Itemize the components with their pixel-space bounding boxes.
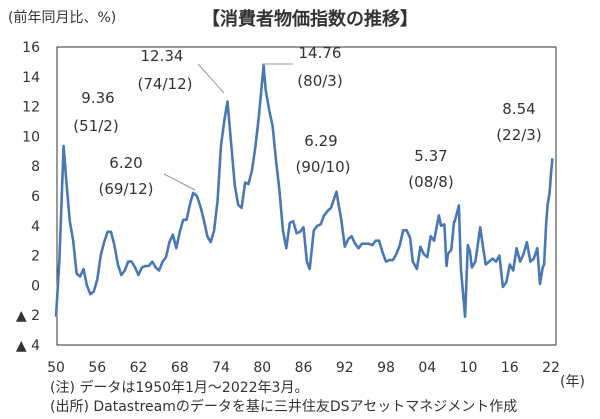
x-tick-label: 86: [295, 360, 313, 376]
annotation-date: (90/10): [296, 158, 351, 176]
leader-line: [197, 63, 225, 94]
x-axis: 50 56 62 68 74 80 86 92 98 04 10 16 22: [47, 360, 560, 376]
x-tick-label: 98: [377, 360, 395, 376]
annotation-value: 12.34: [141, 47, 184, 65]
x-tick-label: 56: [88, 360, 106, 376]
annotation-value: 9.36: [81, 89, 114, 107]
y-tick-label: 6: [31, 189, 40, 205]
y-tick-label: 10: [22, 129, 40, 145]
annotations: 9.36 (51/2) 12.34 (74/12) 14.76 (80/3) 6.20 (69…: [73, 44, 541, 198]
x-tick-label: 80: [253, 360, 271, 376]
y-tick-label: 2: [31, 249, 40, 265]
annotation-date: (69/12): [99, 180, 154, 198]
annotation-value: 8.54: [502, 100, 535, 118]
y-tick-label: 8: [31, 159, 40, 175]
y-tick-label: 16: [22, 40, 40, 56]
annotation-value: 14.76: [299, 44, 342, 62]
x-tick-label: 10: [460, 360, 478, 376]
annotation-value: 5.37: [414, 147, 447, 165]
x-tick-label: 92: [336, 360, 354, 376]
x-tick-label: 50: [47, 360, 65, 376]
y-tick-label: ▲ 4: [16, 338, 40, 354]
plot-frame: [56, 46, 557, 346]
y-tick-label: 14: [22, 70, 40, 86]
annotation-value: 6.20: [109, 154, 142, 172]
x-tick-label: 22: [542, 360, 560, 376]
annotation-date: (22/3): [496, 126, 541, 144]
x-tick-label: 68: [171, 360, 189, 376]
series-line: [54, 64, 554, 318]
annotation-value: 6.29: [304, 132, 337, 150]
source: (出所) Datastreamのデータを基に三井住友DSアセットマネジメント作成: [50, 398, 517, 415]
chart-title: 【消費者物価指数の推移】: [202, 8, 418, 30]
x-tick-label: 62: [130, 360, 148, 376]
y-tick-label: 4: [31, 219, 40, 235]
annotation-date: (08/8): [408, 173, 453, 191]
annotation-date: (51/2): [73, 117, 118, 135]
y-tick-label: 12: [22, 100, 40, 116]
annotation-date: (80/3): [297, 72, 342, 90]
y-axis: 16 14 12 10 8 6 4 2 0 ▲ 2 ▲ 4: [16, 40, 40, 354]
x-tick-label: 74: [212, 360, 230, 376]
leader-line: [163, 173, 196, 191]
x-unit-label: (年): [560, 374, 585, 390]
y-tick-label: 0: [31, 278, 40, 294]
x-tick-label: 04: [418, 360, 436, 376]
y-tick-label: ▲ 2: [16, 308, 40, 324]
note: (注) データは1950年1月～2022年3月。: [50, 379, 308, 396]
y-unit-label: (前年同月比、%): [8, 9, 116, 26]
x-tick-label: 16: [501, 360, 519, 376]
annotation-date: (74/12): [138, 75, 193, 93]
